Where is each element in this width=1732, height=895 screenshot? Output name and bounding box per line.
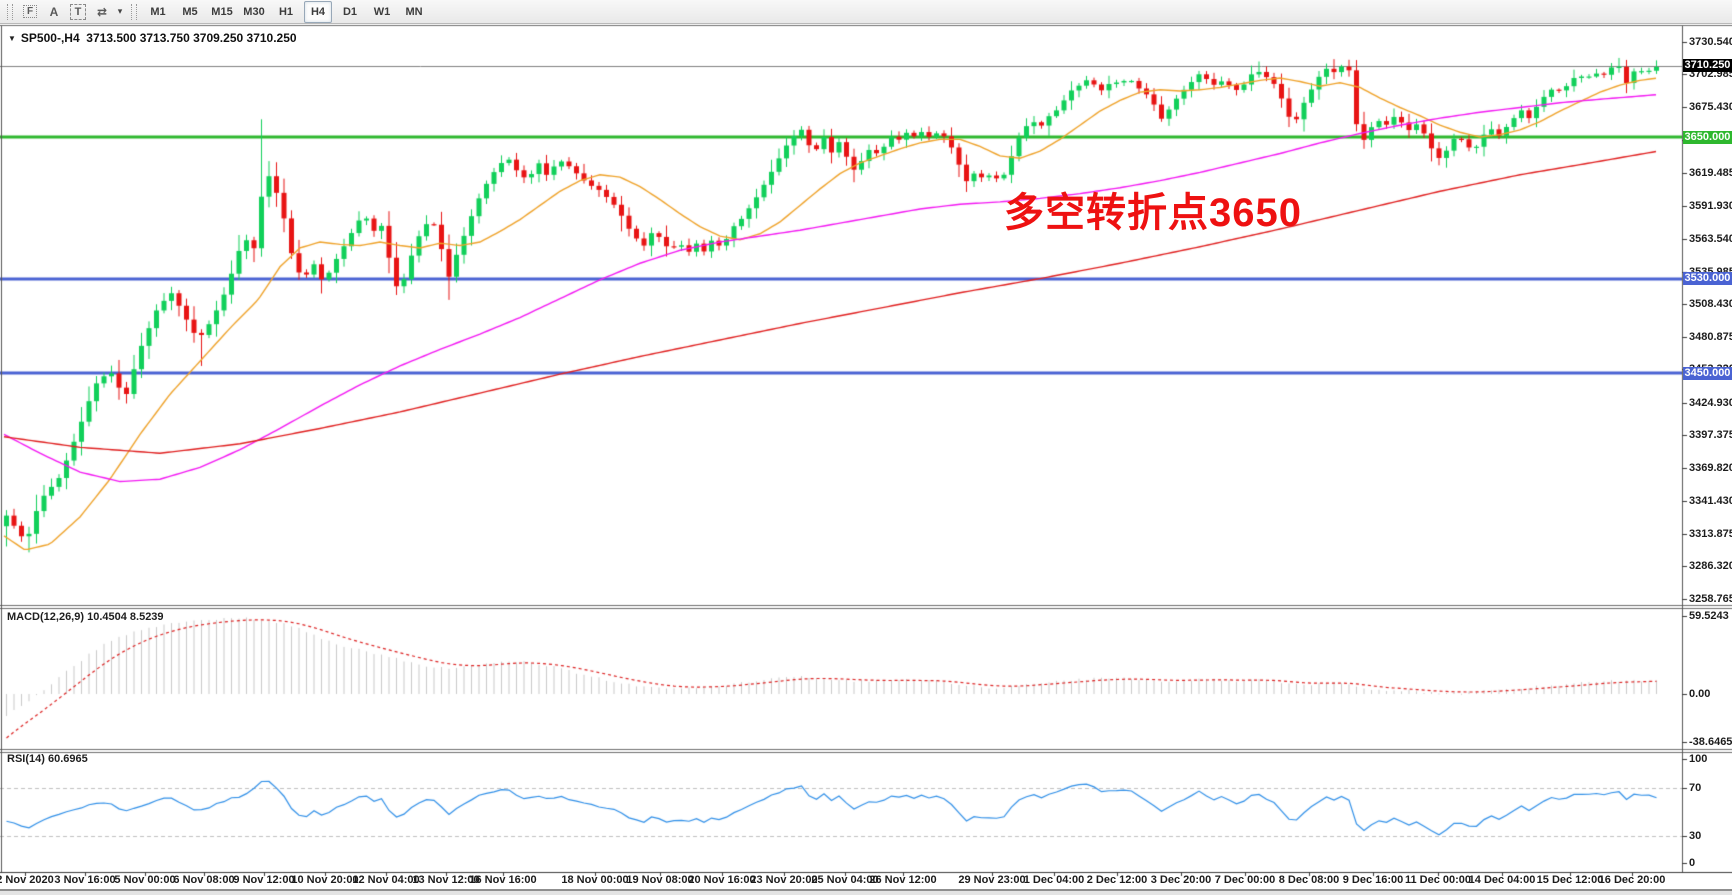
date-axis-label: 6 Nov 08:00 (173, 874, 235, 886)
price-axis-label: 3369.820 (1689, 461, 1732, 474)
rsi-axis-label: 70 (1689, 782, 1702, 794)
ohlc-low: 3709.250 (193, 31, 244, 45)
timeframe-button-h1[interactable]: H1 (278, 5, 294, 18)
date-axis-label: 26 Nov 12:00 (869, 874, 937, 886)
date-axis-label: 9 Nov 12:00 (233, 874, 295, 886)
date-axis-label: 13 Nov 12:00 (412, 874, 480, 886)
date-axis-label: 29 Nov 23:00 (958, 874, 1026, 886)
date-axis-label: 3 Nov 16:00 (54, 874, 116, 886)
date-axis-label: 20 Nov 16:00 (688, 874, 756, 886)
level-3450-badge: 3450.000 (1683, 366, 1732, 380)
macd-indicator-label: MACD(12,26,9) 10.4504 8.5239 (7, 611, 164, 623)
macd-axis-label: -38.6465 (1689, 736, 1732, 748)
level-3530-badge: 3530.000 (1683, 272, 1732, 286)
rsi-axis-label: 100 (1689, 753, 1708, 765)
cursor-arrows-icon[interactable]: ⇄ (96, 4, 108, 19)
chart-text-annotation[interactable]: 多空转折点3650 (1004, 191, 1302, 235)
date-axis-label: 19 Nov 08:00 (626, 874, 694, 886)
date-axis-label: 23 Nov 20:00 (750, 874, 818, 886)
window-bottom-edge (0, 889, 1732, 895)
price-axis-label: 3286.320 (1689, 560, 1732, 573)
date-axis-label: 18 Nov 00:00 (561, 874, 629, 886)
toolbar-grip[interactable] (7, 3, 13, 20)
chart-grid-f-icon[interactable]: F (19, 2, 41, 22)
date-axis-label: 7 Dec 00:00 (1214, 874, 1276, 886)
date-axis-label: 1 Dec 04:00 (1023, 874, 1085, 886)
date-axis-label: 8 Dec 08:00 (1278, 874, 1340, 886)
timeframe-button-group: M1 M5 M15 M30 H1 H4 D1 W1 MN (142, 0, 430, 23)
timeframe-button-m30[interactable]: M30 (243, 5, 265, 18)
chart-title: ▼ SP500-,H4 3713.500 3713.750 3709.250 37… (8, 31, 297, 45)
macd-axis-label: 59.5243 (1689, 610, 1729, 622)
dropdown-caret-icon[interactable]: ▾ (117, 6, 123, 16)
date-axis-label: 14 Dec 04:00 (1468, 874, 1536, 886)
date-axis-label: 9 Dec 16:00 (1342, 874, 1404, 886)
price-axis-label: 3675.430 (1689, 100, 1732, 113)
price-axis-label: 3730.540 (1689, 35, 1732, 48)
price-axis-label: 3313.875 (1689, 527, 1732, 540)
price-axis-label: 3397.375 (1689, 429, 1732, 442)
timeframe-button-m1[interactable]: M1 (150, 5, 166, 18)
symbol-period-label: SP500-,H4 (20, 31, 80, 45)
date-axis-label: 10 Nov 20:00 (291, 874, 359, 886)
price-axis-label: 3258.765 (1689, 592, 1732, 605)
price-axis-label: 3508.430 (1689, 298, 1732, 311)
date-axis-label: 3 Dec 20:00 (1150, 874, 1212, 886)
timeframe-button-d1[interactable]: D1 (342, 5, 358, 18)
ohlc-close: 3710.250 (246, 31, 297, 45)
ohlc-high: 3713.750 (139, 31, 190, 45)
date-axis-label: 11 Dec 00:00 (1404, 874, 1472, 886)
text-box-t-icon[interactable]: T (67, 2, 89, 22)
price-axis-label: 3341.430 (1689, 495, 1732, 508)
price-axis-label: 3563.540 (1689, 233, 1732, 246)
toolbar: F A T ⇄ ▾ M1 M5 M15 M30 H1 H4 D1 W1 MN (0, 0, 1732, 24)
toolbar-icon-group: F A T ⇄ ▾ (18, 2, 126, 22)
font-a-icon[interactable]: A (49, 4, 59, 19)
date-axis-label: 16 Nov 16:00 (469, 874, 537, 886)
rsi-axis-label: 30 (1689, 830, 1702, 842)
date-axis-label: 16 Dec 20:00 (1598, 874, 1666, 886)
price-axis-label: 3424.930 (1689, 396, 1732, 409)
timeframe-button-m5[interactable]: M5 (182, 5, 198, 18)
date-axis-label: 5 Nov 00:00 (114, 874, 176, 886)
timeframe-button-mn[interactable]: MN (405, 5, 423, 18)
date-axis-label: 12 Nov 04:00 (352, 874, 420, 886)
price-axis-label: 3591.930 (1689, 199, 1732, 212)
rsi-axis-label: 0 (1689, 857, 1696, 869)
level-3650-badge: 3650.000 (1683, 130, 1732, 144)
rsi-indicator-label: RSI(14) 60.6965 (7, 753, 88, 765)
timeframe-toolbar-grip[interactable] (131, 3, 137, 20)
timeframe-button-w1[interactable]: W1 (373, 5, 391, 18)
timeframe-button-m15[interactable]: M15 (211, 5, 233, 18)
timeframe-button-h4[interactable]: H4 (304, 0, 332, 23)
date-axis-label: 2 Nov 2020 (0, 874, 54, 886)
price-axis-label: 3480.875 (1689, 330, 1732, 343)
date-axis-label: 15 Dec 12:00 (1536, 874, 1604, 886)
current-price-badge: 3710.250 (1683, 59, 1732, 73)
collapse-triangle-icon[interactable]: ▼ (8, 34, 16, 43)
macd-axis-label: 0.00 (1689, 688, 1711, 700)
date-axis-label: 2 Dec 12:00 (1086, 874, 1148, 886)
price-axis-label: 3619.485 (1689, 167, 1732, 179)
ohlc-open: 3713.500 (86, 31, 137, 45)
date-axis-label: 25 Nov 04:00 (811, 874, 879, 886)
